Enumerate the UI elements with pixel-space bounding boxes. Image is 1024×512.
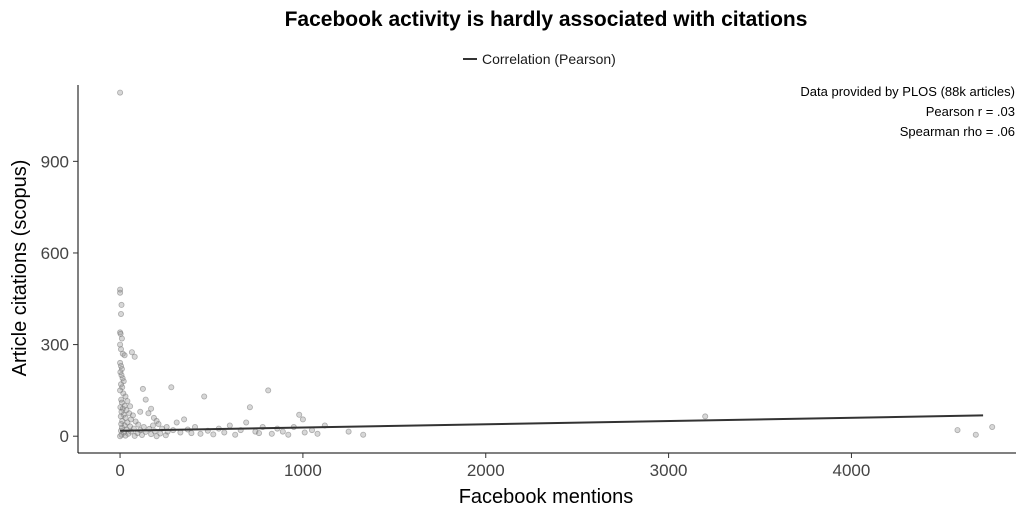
data-point bbox=[117, 433, 124, 440]
data-point bbox=[255, 430, 262, 437]
data-point bbox=[177, 429, 184, 436]
data-point bbox=[301, 429, 308, 436]
data-point bbox=[118, 372, 125, 379]
data-point bbox=[120, 411, 127, 418]
data-point bbox=[168, 384, 175, 391]
data-point bbox=[118, 381, 125, 388]
x-tick-label: 3000 bbox=[650, 461, 688, 480]
data-point bbox=[127, 403, 134, 410]
data-point bbox=[119, 384, 126, 391]
x-axis-ticks: 0 1000 2000 3000 4000 bbox=[115, 453, 870, 480]
data-point bbox=[135, 421, 142, 428]
x-tick-label: 4000 bbox=[833, 461, 871, 480]
y-tick-label: 0 bbox=[60, 427, 69, 446]
data-point bbox=[148, 431, 155, 438]
chart-title: Facebook activity is hardly associated w… bbox=[285, 8, 808, 31]
x-tick-label: 0 bbox=[115, 461, 124, 480]
data-point bbox=[117, 89, 124, 96]
data-point bbox=[232, 431, 239, 438]
data-point bbox=[345, 428, 352, 435]
data-point bbox=[131, 353, 138, 360]
x-axis-title: Facebook mentions bbox=[459, 486, 634, 508]
y-axis-title: Article citations (scopus) bbox=[9, 160, 31, 377]
legend-label: Correlation (Pearson) bbox=[482, 51, 616, 67]
data-point bbox=[137, 408, 144, 415]
data-point bbox=[265, 387, 272, 394]
data-point bbox=[360, 431, 367, 438]
data-point bbox=[197, 430, 204, 437]
legend: Correlation (Pearson) bbox=[463, 51, 616, 67]
data-point bbox=[153, 433, 160, 440]
data-point bbox=[285, 431, 292, 438]
data-point bbox=[153, 417, 160, 424]
data-point bbox=[138, 431, 145, 438]
data-point bbox=[118, 335, 125, 342]
data-point bbox=[268, 430, 275, 437]
data-point bbox=[296, 411, 303, 418]
data-point bbox=[117, 341, 124, 348]
data-point bbox=[117, 286, 124, 293]
data-point bbox=[121, 352, 128, 359]
y-tick-label: 300 bbox=[41, 336, 69, 355]
data-point bbox=[148, 405, 155, 412]
data-point bbox=[155, 420, 162, 427]
y-axis-ticks: 0 300 600 900 bbox=[41, 152, 78, 446]
data-point bbox=[226, 422, 233, 429]
data-point bbox=[989, 423, 996, 430]
data-point bbox=[314, 430, 321, 437]
annotation-block: Data provided by PLOS (88k articles) Pea… bbox=[800, 84, 1015, 139]
data-point bbox=[299, 416, 306, 423]
data-point bbox=[149, 422, 156, 429]
data-point bbox=[954, 427, 961, 434]
y-tick-label: 900 bbox=[41, 152, 69, 171]
data-point bbox=[128, 349, 135, 356]
data-point bbox=[131, 432, 138, 439]
data-point bbox=[972, 431, 979, 438]
data-point bbox=[117, 289, 124, 296]
data-point bbox=[145, 410, 152, 417]
data-points bbox=[117, 89, 996, 440]
data-point bbox=[124, 398, 131, 405]
data-point bbox=[181, 416, 188, 423]
annotation-pearson: Pearson r = .03 bbox=[926, 104, 1015, 119]
trend-line bbox=[120, 414, 984, 432]
data-point bbox=[243, 419, 250, 426]
x-tick-label: 2000 bbox=[467, 461, 505, 480]
data-point bbox=[201, 393, 208, 400]
annotation-spearman: Spearman rho = .06 bbox=[900, 124, 1015, 139]
data-point bbox=[702, 413, 709, 420]
y-tick-label: 600 bbox=[41, 244, 69, 263]
data-point bbox=[118, 301, 125, 308]
data-point bbox=[139, 385, 146, 392]
data-point bbox=[188, 430, 195, 437]
data-point bbox=[279, 428, 286, 435]
data-point bbox=[246, 404, 253, 411]
data-point bbox=[173, 419, 180, 426]
x-tick-label: 1000 bbox=[284, 461, 322, 480]
annotation-source: Data provided by PLOS (88k articles) bbox=[800, 84, 1015, 99]
data-point bbox=[221, 429, 228, 436]
data-point bbox=[118, 310, 125, 317]
data-point bbox=[142, 396, 149, 403]
data-point bbox=[210, 431, 217, 438]
data-point bbox=[122, 432, 129, 439]
data-point bbox=[118, 365, 125, 372]
